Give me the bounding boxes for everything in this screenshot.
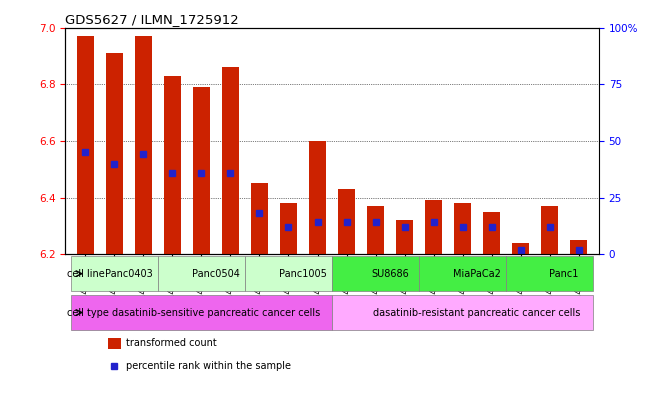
- Bar: [222, 67, 239, 254]
- Bar: [77, 36, 94, 254]
- FancyBboxPatch shape: [245, 256, 332, 291]
- Text: GDS5627 / ILMN_1725912: GDS5627 / ILMN_1725912: [65, 13, 239, 26]
- Bar: [541, 206, 559, 254]
- Bar: [512, 243, 529, 254]
- Bar: [108, 338, 121, 349]
- FancyBboxPatch shape: [71, 295, 332, 330]
- Text: Panc1: Panc1: [549, 269, 579, 279]
- Bar: [454, 203, 471, 254]
- FancyBboxPatch shape: [332, 295, 593, 330]
- Text: dasatinib-sensitive pancreatic cancer cells: dasatinib-sensitive pancreatic cancer ce…: [112, 307, 320, 318]
- Text: dasatinib-resistant pancreatic cancer cells: dasatinib-resistant pancreatic cancer ce…: [374, 307, 581, 318]
- FancyBboxPatch shape: [158, 256, 245, 291]
- Bar: [425, 200, 442, 254]
- FancyBboxPatch shape: [419, 256, 506, 291]
- Text: Panc0403: Panc0403: [105, 269, 153, 279]
- Text: transformed count: transformed count: [126, 338, 217, 348]
- Bar: [309, 141, 326, 254]
- Bar: [483, 212, 500, 254]
- Bar: [105, 53, 123, 254]
- Text: percentile rank within the sample: percentile rank within the sample: [126, 361, 292, 371]
- Bar: [367, 206, 384, 254]
- Bar: [280, 203, 298, 254]
- FancyBboxPatch shape: [506, 256, 593, 291]
- Text: SU8686: SU8686: [371, 269, 409, 279]
- Bar: [570, 240, 587, 254]
- Text: cell line: cell line: [66, 269, 104, 279]
- Bar: [396, 220, 413, 254]
- Bar: [164, 76, 181, 254]
- Bar: [193, 87, 210, 254]
- FancyBboxPatch shape: [332, 256, 419, 291]
- Text: cell type: cell type: [66, 307, 109, 318]
- Text: MiaPaCa2: MiaPaCa2: [453, 269, 501, 279]
- Text: Panc0504: Panc0504: [192, 269, 240, 279]
- Bar: [251, 184, 268, 254]
- Text: Panc1005: Panc1005: [279, 269, 327, 279]
- Bar: [135, 36, 152, 254]
- Bar: [338, 189, 355, 254]
- FancyBboxPatch shape: [71, 256, 158, 291]
